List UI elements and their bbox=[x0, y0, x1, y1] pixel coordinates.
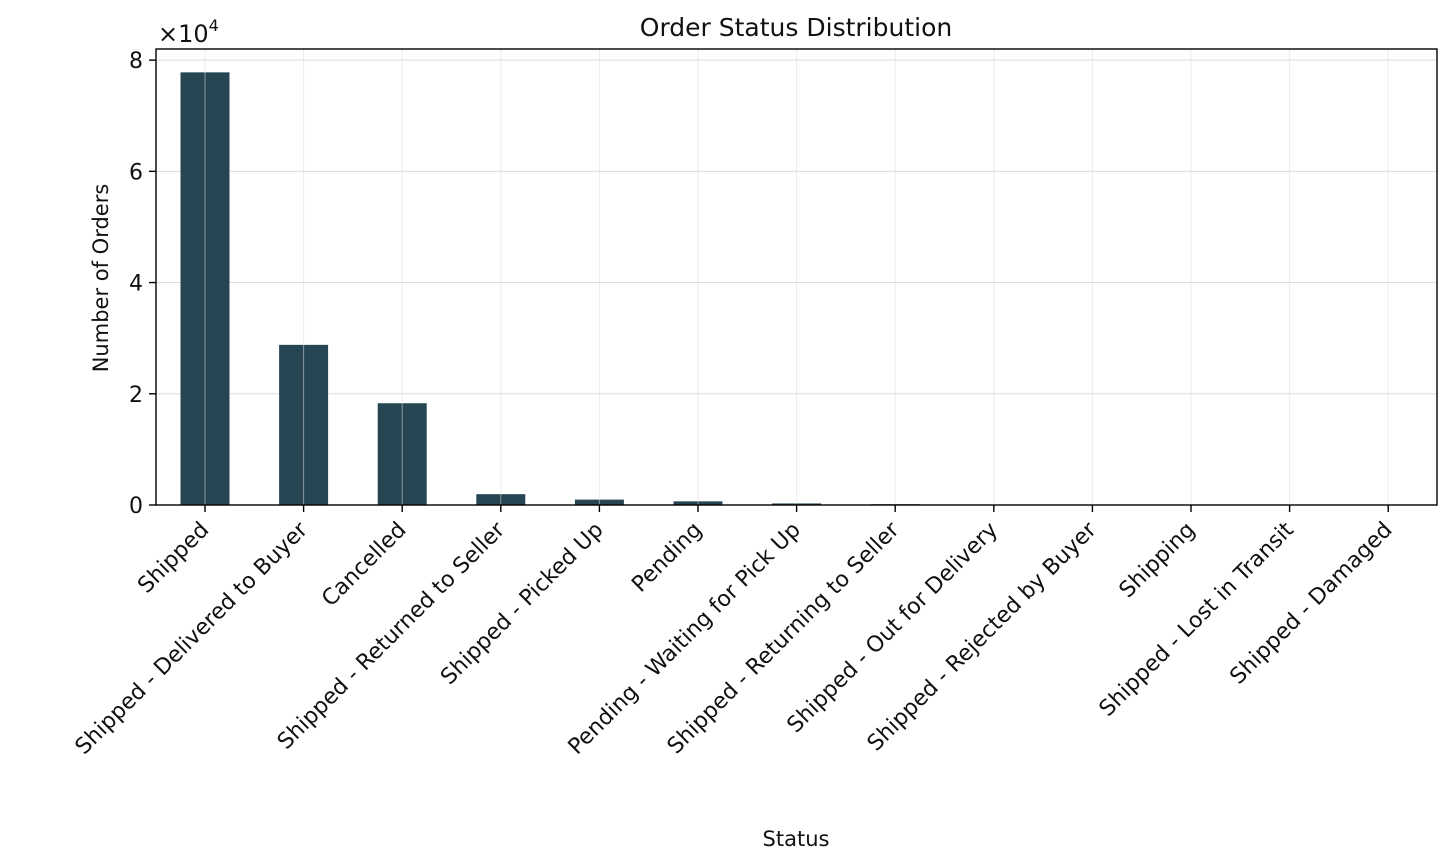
x-tick-label: Shipped bbox=[133, 518, 214, 599]
x-tick-label: Shipped - Lost in Transit bbox=[1095, 517, 1299, 721]
y-tick-label: 6 bbox=[129, 160, 143, 185]
y-tick-label: 0 bbox=[129, 494, 143, 519]
y-axis-label: Number of Orders bbox=[89, 184, 113, 373]
x-tick-label: Shipped - Out for Delivery bbox=[783, 518, 1003, 738]
x-tick-label: Shipping bbox=[1115, 518, 1201, 604]
chart-title: Order Status Distribution bbox=[640, 13, 952, 42]
y-axis-scale-exponent: 4 bbox=[209, 16, 219, 35]
y-axis-scale-offset: ×104 bbox=[158, 16, 219, 48]
x-axis-label: Status bbox=[763, 827, 830, 851]
x-tick-label: Cancelled bbox=[317, 518, 411, 612]
y-axis-ticks: 0 2 4 6 8 bbox=[129, 49, 156, 519]
y-tick-label: 2 bbox=[129, 383, 143, 408]
x-tick-label: Shipped - Picked Up bbox=[436, 518, 608, 690]
bars bbox=[180, 49, 1413, 506]
y-tick-label: 8 bbox=[129, 49, 143, 74]
y-tick-label: 4 bbox=[129, 272, 143, 297]
x-tick-label: Shipped - Damaged bbox=[1225, 518, 1397, 690]
y-axis-scale-multiplier: ×10 bbox=[158, 20, 209, 48]
x-tick-label: Pending bbox=[627, 518, 707, 598]
